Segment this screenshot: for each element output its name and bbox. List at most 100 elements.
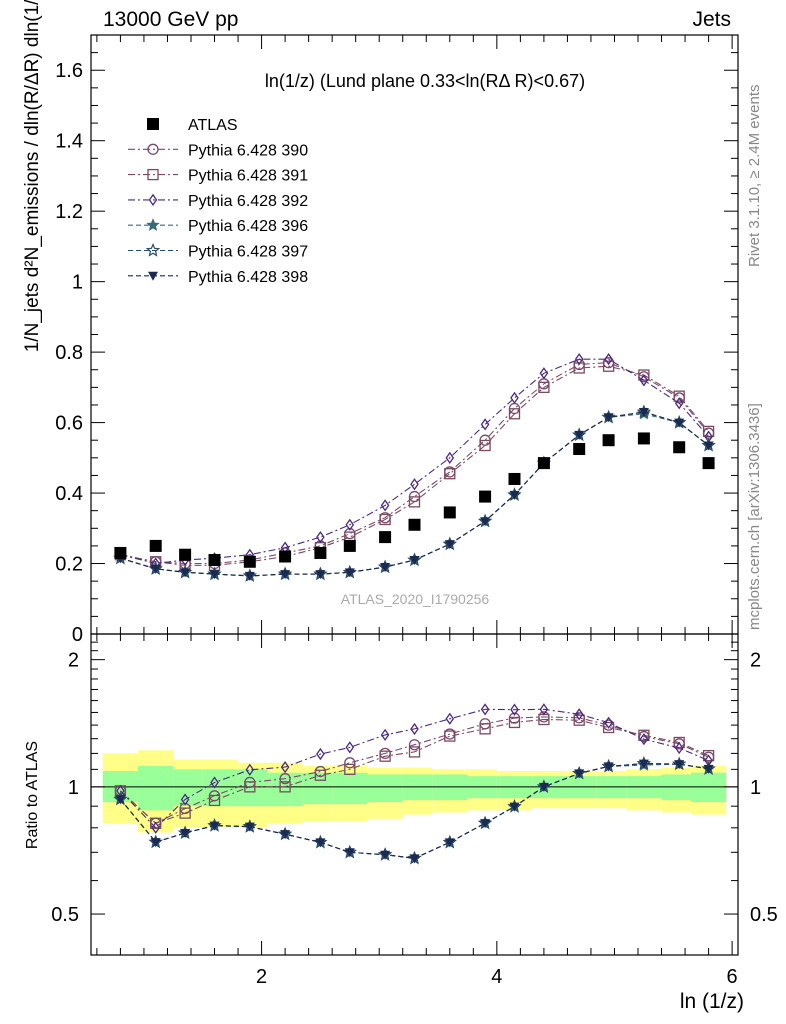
series-point-398 bbox=[509, 490, 520, 500]
y-tick-label: 0.4 bbox=[55, 483, 83, 505]
legend-label-397: Pythia 6.428 397 bbox=[188, 244, 308, 261]
y-tick-label: 1 bbox=[72, 272, 83, 294]
ratio-band-inner bbox=[238, 769, 268, 807]
series-point-391 bbox=[444, 468, 456, 480]
ratio-point-391 bbox=[508, 716, 521, 729]
legend-label-atlas: ATLAS bbox=[188, 117, 238, 134]
ratio-point-398 bbox=[574, 769, 585, 779]
ratio-point-392 bbox=[445, 712, 455, 725]
energy-label: 13000 GeV pp bbox=[103, 8, 239, 31]
chart-title: ln(1/z) (Lund plane 0.33<ln(RΔ R)<0.67) bbox=[265, 71, 585, 91]
ratio-y-tick-label: 0.5 bbox=[51, 904, 79, 926]
series-point-398 bbox=[674, 418, 685, 428]
ratio-band-inner bbox=[690, 772, 727, 803]
series-line-391 bbox=[120, 365, 710, 566]
ratio-point-398 bbox=[409, 854, 420, 864]
watermark-label: ATLAS_2020_I1790256 bbox=[341, 591, 490, 607]
ratio-line-391 bbox=[120, 718, 709, 824]
legend-label-398: Pythia 6.428 398 bbox=[188, 269, 308, 286]
ratio-point-392 bbox=[151, 821, 160, 834]
legend-marker-atlas bbox=[147, 118, 159, 130]
series-point-392 bbox=[639, 374, 649, 387]
legend-marker-392 bbox=[148, 193, 158, 207]
ratio-point-398 bbox=[509, 802, 520, 812]
x-axis-title: ln (1/z) bbox=[680, 990, 744, 1013]
series-line-397 bbox=[120, 411, 709, 577]
series-line-398 bbox=[120, 411, 709, 577]
ratio-point-391 bbox=[379, 750, 391, 762]
ratio-band-inner bbox=[367, 774, 403, 803]
series-point-398 bbox=[603, 413, 614, 423]
series-point-398 bbox=[480, 517, 491, 527]
legend-label-396: Pythia 6.428 396 bbox=[188, 218, 308, 235]
ratio-point-398 bbox=[603, 762, 614, 772]
series-point-398 bbox=[150, 564, 161, 574]
ratio-point-392 bbox=[245, 763, 255, 776]
series-point-398 bbox=[244, 571, 255, 581]
series-line-396 bbox=[120, 413, 709, 577]
x-tick-label: 6 bbox=[727, 966, 738, 988]
series-point-392 bbox=[510, 391, 519, 405]
legend-label-391: Pythia 6.428 391 bbox=[188, 168, 308, 185]
ratio-point-398 bbox=[280, 830, 291, 840]
ratio-point-392 bbox=[480, 703, 490, 716]
legend-marker-397 bbox=[145, 242, 161, 257]
series-point-398 bbox=[180, 568, 191, 578]
category-label: Jets bbox=[692, 8, 731, 31]
atlas-data-point bbox=[379, 531, 392, 544]
ratio-point-391 bbox=[479, 723, 491, 735]
ratio-point-391 bbox=[673, 736, 685, 749]
ratio-point-392 bbox=[574, 708, 584, 721]
atlas-data-point bbox=[508, 472, 521, 485]
ratio-point-398 bbox=[209, 821, 220, 831]
ratio-point-391 bbox=[279, 781, 291, 793]
series-point-392 bbox=[480, 418, 490, 431]
y-tick-label: 1.2 bbox=[55, 201, 83, 223]
ratio-point-398 bbox=[180, 828, 191, 838]
ratio-point-398 bbox=[703, 764, 714, 774]
ratio-point-390 bbox=[344, 757, 356, 769]
ratio-point-398 bbox=[674, 760, 685, 770]
legend-marker-390 bbox=[147, 143, 159, 155]
atlas-data-point bbox=[443, 506, 456, 519]
series-point-392 bbox=[445, 451, 455, 464]
ratio-point-398 bbox=[244, 822, 255, 832]
ratio-point-391 bbox=[702, 749, 715, 762]
series-point-391 bbox=[602, 360, 615, 372]
legend-marker-398 bbox=[148, 271, 158, 281]
y-tick-label: 0.8 bbox=[55, 342, 83, 364]
atlas-data-point bbox=[149, 539, 162, 552]
series-point-398 bbox=[703, 441, 714, 451]
ratio-point-392 bbox=[510, 703, 519, 716]
ratio-point-391 bbox=[444, 730, 456, 742]
ratio-point-391 bbox=[179, 807, 191, 819]
ratio-point-392 bbox=[539, 703, 549, 716]
y-axis-title: 1/N_jets d²N_emissions / dln(R/ΔR) dln(1… bbox=[22, 0, 43, 352]
ratio-point-398 bbox=[480, 819, 491, 829]
series-point-392 bbox=[410, 478, 419, 491]
x-tick-label: 2 bbox=[256, 966, 267, 988]
ratio-point-392 bbox=[604, 716, 613, 729]
y-tick-label: 1.4 bbox=[55, 131, 83, 153]
series-point-398 bbox=[380, 563, 391, 573]
series-point-391 bbox=[508, 408, 521, 420]
series-point-391 bbox=[479, 439, 491, 452]
ratio-point-398 bbox=[444, 838, 455, 848]
series-point-392 bbox=[674, 397, 684, 410]
series-point-398 bbox=[409, 556, 420, 566]
y-tick-label: 0 bbox=[72, 624, 83, 646]
ratio-point-398 bbox=[380, 850, 391, 860]
ratio-point-392 bbox=[639, 732, 649, 746]
series-point-391 bbox=[379, 513, 391, 526]
ratio-point-390 bbox=[279, 773, 291, 785]
atlas-data-point bbox=[602, 434, 615, 447]
ratio-point-391 bbox=[573, 714, 585, 726]
ratio-line-390 bbox=[120, 716, 709, 824]
ratio-band-inner bbox=[302, 772, 333, 805]
ratio-point-398 bbox=[538, 782, 549, 792]
atlas-data-point bbox=[673, 441, 686, 454]
series-point-392 bbox=[539, 367, 549, 380]
legend-label-390: Pythia 6.428 390 bbox=[188, 142, 308, 159]
atlas-data-point bbox=[573, 443, 586, 456]
y-tick-label: 1.6 bbox=[55, 60, 83, 82]
